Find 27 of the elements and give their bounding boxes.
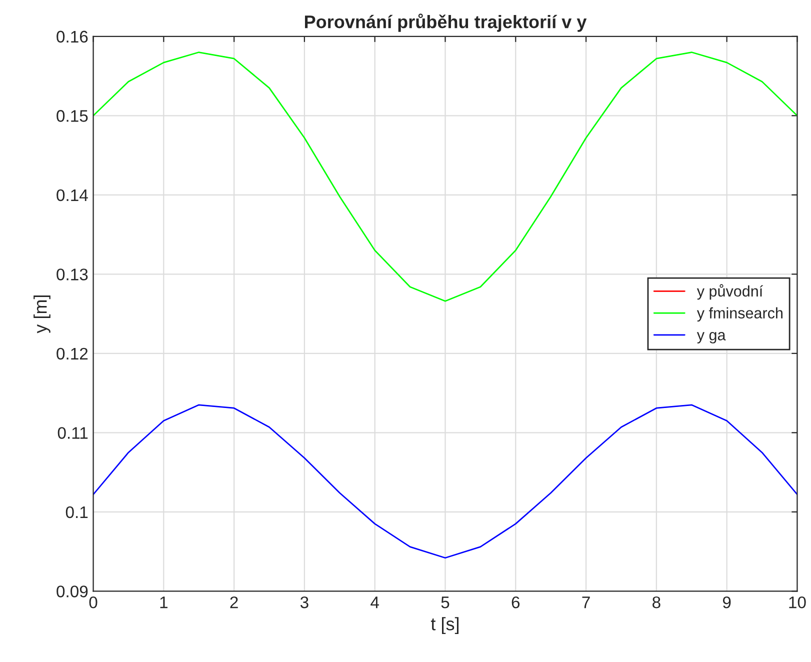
x-tick-label: 2 [230, 596, 238, 608]
y-axis-title: y [m] [34, 296, 50, 334]
x-tick-label: 4 [370, 596, 379, 608]
legend-label: y původní [696, 284, 764, 300]
x-tick-label: 8 [652, 596, 660, 608]
x-tick-label: 7 [582, 596, 590, 608]
x-tick-label: 3 [300, 596, 308, 608]
x-tick-label: 9 [722, 596, 731, 608]
x-tick-label: 0 [89, 596, 98, 608]
x-axis-title: t [s] [430, 617, 458, 634]
y-tick-label: 0.16 [56, 30, 88, 43]
x-tick-label: 10 [789, 596, 806, 608]
y-tick-label: 0.13 [56, 268, 88, 280]
chart-title: Porovnání průběhu trajektorií v y [304, 14, 587, 32]
y-tick-label: 0.1 [66, 506, 88, 518]
y-tick-label: 0.12 [56, 348, 88, 360]
y-tick-label: 0.15 [56, 110, 88, 122]
y-tick-label: 0.09 [56, 586, 88, 598]
legend-label: y fminsearch [696, 307, 782, 322]
y-tick-label: 0.14 [56, 189, 88, 202]
x-tick-label: 6 [512, 596, 520, 608]
x-tick-label: 1 [160, 596, 168, 608]
line-series [93, 52, 798, 302]
y-tick-label: 0.11 [58, 427, 88, 439]
line-series [93, 404, 798, 559]
legend-label: y ga [696, 332, 726, 344]
x-tick-label: 5 [441, 596, 450, 608]
